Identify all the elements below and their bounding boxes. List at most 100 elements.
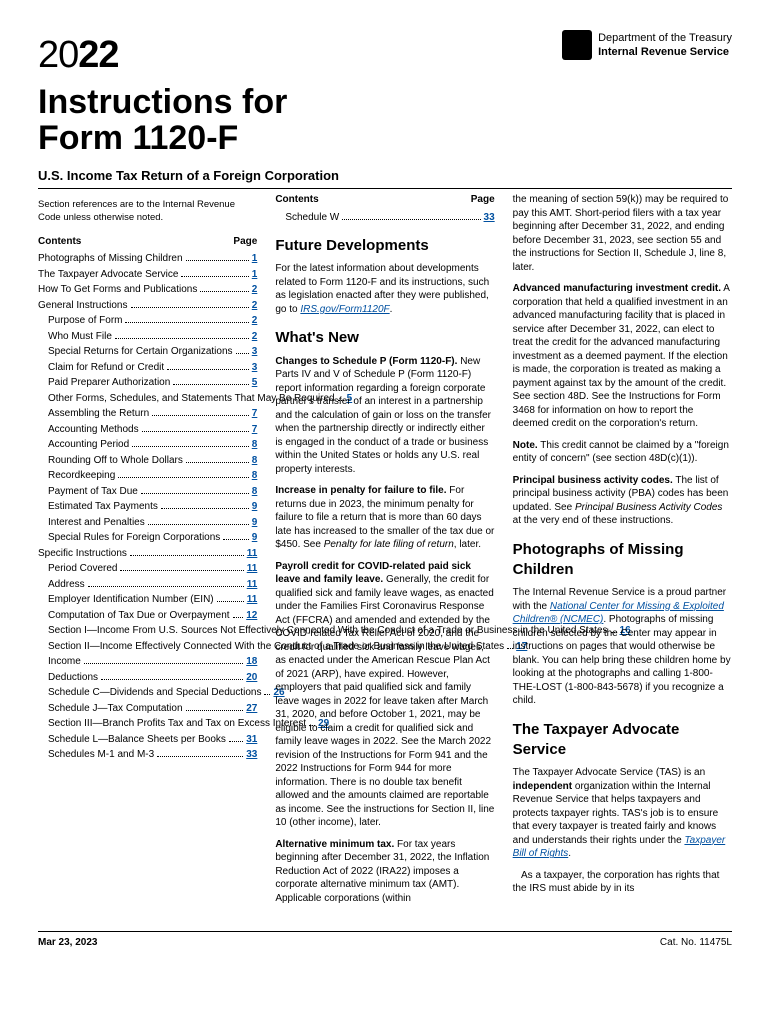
toc-item: General Instructions 2 [38,299,257,313]
toc-label: Accounting Period [48,438,129,452]
year-block: 2022 [38,30,119,81]
toc-page-link[interactable]: 11 [247,578,258,592]
toc-page-link[interactable]: 2 [252,283,258,297]
toc-page-link[interactable]: 1 [252,252,258,266]
para-amt: Alternative minimum tax. For tax years b… [275,838,494,906]
heading-taxpayer-advocate: The Taxpayer Advocate Service [513,720,732,761]
toc-page-link[interactable]: 18 [246,655,257,669]
toc-dots [125,322,248,323]
toc-item: Schedule C—Dividends and Special Deducti… [38,686,257,700]
toc-item: Special Rules for Foreign Corporations 9 [38,531,257,545]
toc-item: Who Must File2 [38,330,257,344]
toc-page-link[interactable]: 7 [252,407,258,421]
toc-item: Section II—Income Effectively Connected … [38,640,257,654]
toc-item: Section I—Income From U.S. Sources Not E… [38,624,257,638]
toc-item: Accounting Methods 7 [38,423,257,437]
toc-page-link[interactable]: 33 [246,748,257,762]
toc-page-link[interactable]: 11 [247,562,258,576]
toc-page-link[interactable]: 27 [246,702,257,716]
toc-label: Special Rules for Foreign Corporations [48,531,220,545]
toc-dots [130,555,244,556]
toc-label: Paid Preparer Authorization [48,376,170,390]
toc-item: Assembling the Return7 [38,407,257,421]
toc-item: Accounting Period 8 [38,438,257,452]
toc-dots [200,291,248,292]
dept-block: Department of the Treasury Internal Reve… [562,30,732,60]
toc-label: Schedule C—Dividends and Special Deducti… [48,686,261,700]
toc-label: Schedule W [285,211,339,225]
toc-dots [186,462,249,463]
toc-item: Schedule L—Balance Sheets per Books31 [38,733,257,747]
year: 2022 [38,34,119,76]
heading-future-developments: Future Developments [275,236,494,256]
heading-whats-new: What's New [275,328,494,348]
toc-dots [264,694,270,695]
toc-page-link[interactable]: 8 [252,469,258,483]
toc-label: Accounting Methods [48,423,139,437]
toc-dots [229,741,243,742]
dept-line1: Department of the Treasury [598,31,732,45]
toc-item: Employer Identification Number (EIN)11 [38,593,257,607]
toc-dots [131,307,249,308]
toc-label: Period Covered [48,562,117,576]
toc-dots [115,338,249,339]
toc-page-link[interactable]: 8 [252,454,258,468]
toc-dots [132,446,249,447]
toc-dots [173,384,248,385]
toc-item: Recordkeeping 8 [38,469,257,483]
toc-label: Schedules M-1 and M-3 [48,748,154,762]
toc-dots [167,369,249,370]
toc-page-link[interactable]: 2 [252,299,258,313]
toc-page-link[interactable]: 11 [247,547,258,561]
toc-page-link[interactable]: 33 [484,211,495,225]
toc-label: Purpose of Form [48,314,122,328]
toc-page-link[interactable]: 12 [246,609,257,623]
toc-page-link[interactable]: 9 [252,531,258,545]
toc-page-link[interactable]: 3 [252,345,258,359]
link-irs-form1120f[interactable]: IRS.gov/Form1120F [300,304,389,315]
toc-item: Payment of Tax Due 8 [38,485,257,499]
toc-label: Payment of Tax Due [48,485,138,499]
para-schedule-p: Changes to Schedule P (Form 1120-F). New… [275,355,494,477]
toc-dots [186,260,249,261]
toc-dots [161,508,249,509]
toc-label: Photographs of Missing Children [38,252,183,266]
toc-page-link[interactable]: 11 [247,593,258,607]
toc-dots [101,679,243,680]
toc-page-link[interactable]: 8 [252,485,258,499]
toc-item: Paid Preparer Authorization 5 [38,376,257,390]
toc-item: Estimated Tax Payments9 [38,500,257,514]
toc-page-link[interactable]: 1 [252,268,258,282]
toc-page-link[interactable]: 2 [252,314,258,328]
toc-label: Interest and Penalties [48,516,145,530]
page-title: Instructions for Form 1120-F [38,85,732,156]
toc-page-link[interactable]: 5 [252,376,258,390]
toc-dots [148,524,249,525]
toc-label: General Instructions [38,299,128,313]
header-row: 2022 Department of the Treasury Internal… [38,30,732,81]
toc-page-link[interactable]: 9 [252,500,258,514]
toc-item: Address11 [38,578,257,592]
para-note: Note. This credit cannot be claimed by a… [513,439,732,466]
toc-page-link[interactable]: 8 [252,438,258,452]
toc-label: Recordkeeping [48,469,115,483]
toc-label: Claim for Refund or Credit [48,361,164,375]
toc-dots [118,477,249,478]
toc-list-2: Schedule W 33 [275,211,494,225]
toc-item: Photographs of Missing Children 1 [38,252,257,266]
toc-page-link[interactable]: 7 [252,423,258,437]
toc-page-link[interactable]: 2 [252,330,258,344]
toc-item: The Taxpayer Advocate Service 1 [38,268,257,282]
toc-page-link[interactable]: 9 [252,516,258,530]
toc-dots [186,710,244,711]
footer-date: Mar 23, 2023 [38,936,98,950]
section-reference-note: Section references are to the Internal R… [38,199,248,225]
toc-header-2: Contents Page [275,193,494,207]
toc-dots [152,415,249,416]
toc-item: Other Forms, Schedules, and Statements T… [38,392,257,406]
toc-label: The Taxpayer Advocate Service [38,268,178,282]
toc-page-link[interactable]: 20 [246,671,257,685]
toc-dots [141,493,249,494]
toc-page-link[interactable]: 31 [246,733,257,747]
toc-page-link[interactable]: 3 [252,361,258,375]
